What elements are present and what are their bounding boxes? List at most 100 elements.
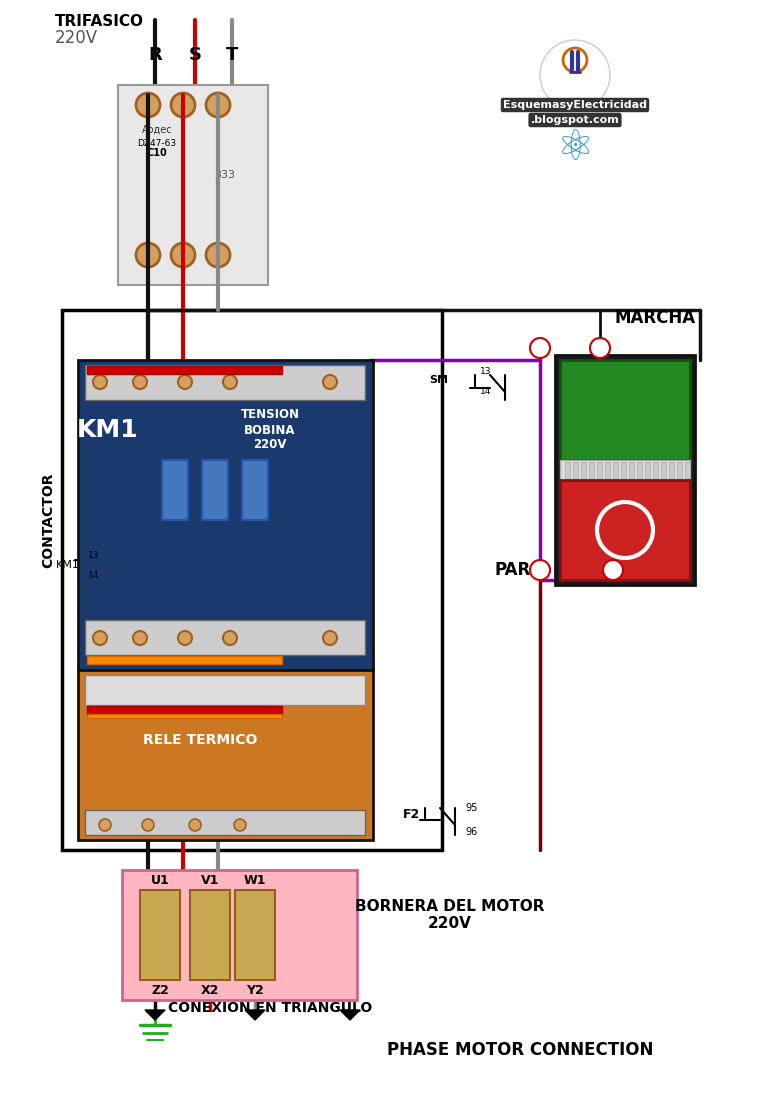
Bar xyxy=(85,620,365,655)
Text: TRIFASICO: TRIFASICO xyxy=(55,14,144,30)
Text: 96 NC: 96 NC xyxy=(229,815,252,824)
Circle shape xyxy=(530,560,550,580)
Bar xyxy=(581,462,586,478)
Text: SM: SM xyxy=(429,375,448,385)
Text: V1: V1 xyxy=(201,874,219,886)
Polygon shape xyxy=(245,1010,265,1020)
Bar xyxy=(122,869,357,1000)
Text: KM1: KM1 xyxy=(56,560,80,570)
Text: 13: 13 xyxy=(480,367,492,376)
Bar xyxy=(560,480,690,580)
Bar xyxy=(555,355,695,586)
Circle shape xyxy=(93,631,107,645)
Text: MARCHA: MARCHA xyxy=(614,309,695,327)
Text: 13: 13 xyxy=(94,373,106,383)
Text: ⚛: ⚛ xyxy=(556,128,594,169)
Bar xyxy=(637,462,642,478)
Text: 14: 14 xyxy=(480,387,492,397)
Circle shape xyxy=(530,338,550,358)
Circle shape xyxy=(206,243,230,267)
Circle shape xyxy=(323,631,337,645)
Circle shape xyxy=(171,243,195,267)
Text: 14: 14 xyxy=(591,342,609,355)
Text: Z2: Z2 xyxy=(151,984,169,997)
Bar xyxy=(242,460,268,520)
Circle shape xyxy=(603,560,623,580)
Circle shape xyxy=(590,338,610,358)
Bar xyxy=(78,670,373,840)
Text: W1: W1 xyxy=(244,874,266,886)
Bar xyxy=(87,714,282,718)
Text: T: T xyxy=(226,45,238,64)
Text: EsquemasyElectricidad: EsquemasyElectricidad xyxy=(503,100,647,110)
Text: 14: 14 xyxy=(94,628,106,638)
Bar xyxy=(87,706,282,714)
Text: Aодес: Aодес xyxy=(141,125,173,135)
Bar xyxy=(589,462,594,478)
Text: 13: 13 xyxy=(531,342,549,355)
Bar xyxy=(202,460,228,520)
Text: 93 NO: 93 NO xyxy=(136,815,160,824)
Text: DZ47-63: DZ47-63 xyxy=(138,139,176,147)
Text: 95 NC: 95 NC xyxy=(183,815,207,824)
Circle shape xyxy=(563,48,587,72)
Circle shape xyxy=(171,93,195,118)
Bar xyxy=(613,462,618,478)
Circle shape xyxy=(142,820,154,831)
Bar xyxy=(653,462,658,478)
Text: U1: U1 xyxy=(150,874,169,886)
Bar xyxy=(677,462,682,478)
Circle shape xyxy=(234,820,246,831)
Text: 96: 96 xyxy=(465,827,477,837)
Bar xyxy=(629,462,634,478)
Text: X2: X2 xyxy=(201,984,219,997)
Circle shape xyxy=(136,93,160,118)
Text: CONTACTOR: CONTACTOR xyxy=(41,472,55,568)
Bar xyxy=(621,462,626,478)
Circle shape xyxy=(597,502,653,558)
Circle shape xyxy=(323,375,337,389)
Bar xyxy=(85,365,365,400)
Text: S: S xyxy=(188,45,201,64)
Text: 22: 22 xyxy=(604,563,622,577)
Bar xyxy=(87,366,282,374)
Text: BORNERA DEL MOTOR
220V: BORNERA DEL MOTOR 220V xyxy=(355,898,545,932)
Text: 333: 333 xyxy=(214,170,236,180)
Bar xyxy=(162,460,188,520)
Circle shape xyxy=(540,40,610,110)
Text: 14: 14 xyxy=(88,570,100,580)
Text: TENSION
BOBINA
220V: TENSION BOBINA 220V xyxy=(240,408,299,451)
Polygon shape xyxy=(145,1010,165,1020)
Bar xyxy=(560,460,690,480)
Text: 13: 13 xyxy=(88,550,100,560)
Bar xyxy=(235,891,275,980)
Bar xyxy=(78,360,373,670)
Text: 21: 21 xyxy=(179,373,192,383)
Bar xyxy=(573,462,578,478)
Text: R: R xyxy=(148,45,162,64)
Text: A2: A2 xyxy=(324,628,337,638)
Text: .blogspot.com: .blogspot.com xyxy=(530,115,619,125)
Bar xyxy=(565,462,570,478)
Text: KM1: KM1 xyxy=(78,418,139,442)
Circle shape xyxy=(133,631,147,645)
Text: CONEXION EN TRIANGULO: CONEXION EN TRIANGULO xyxy=(168,1001,372,1015)
Polygon shape xyxy=(340,1010,360,1020)
Text: RELE TERMICO: RELE TERMICO xyxy=(143,733,257,747)
Bar xyxy=(118,85,268,285)
Text: 220V: 220V xyxy=(55,29,98,47)
Circle shape xyxy=(189,820,201,831)
Text: I: I xyxy=(617,389,633,431)
Bar xyxy=(661,462,666,478)
Circle shape xyxy=(136,243,160,267)
Circle shape xyxy=(99,820,111,831)
Text: Y2: Y2 xyxy=(246,984,264,997)
Text: F2: F2 xyxy=(403,808,420,822)
Bar xyxy=(85,810,365,835)
Text: 21: 21 xyxy=(531,563,549,577)
Bar xyxy=(597,462,602,478)
Bar xyxy=(62,311,442,849)
Text: O: O xyxy=(612,516,638,545)
Bar xyxy=(190,891,230,980)
Text: NO: NO xyxy=(132,628,147,638)
